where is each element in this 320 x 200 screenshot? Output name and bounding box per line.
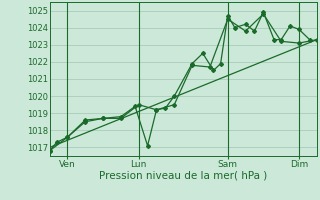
X-axis label: Pression niveau de la mer( hPa ): Pression niveau de la mer( hPa )	[99, 171, 267, 181]
